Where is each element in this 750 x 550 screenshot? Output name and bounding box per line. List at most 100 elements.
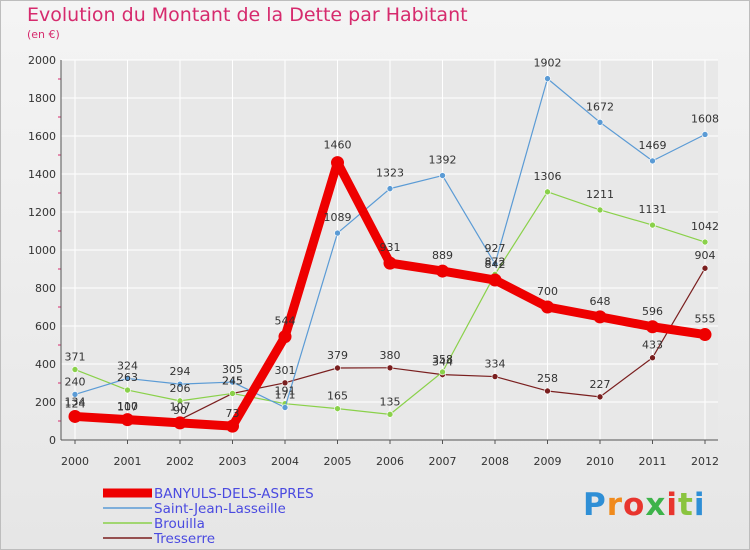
x-tick-label: 2007 [429, 455, 457, 468]
x-tick-label: 2005 [324, 455, 352, 468]
legend-label: Saint-Jean-Lasseille [154, 501, 286, 517]
data-label: 245 [222, 374, 243, 387]
data-point [334, 364, 341, 372]
data-label: 324 [117, 359, 138, 372]
y-tick-label: 600 [35, 320, 56, 333]
x-tick-label: 2008 [481, 455, 509, 468]
data-label: 931 [380, 241, 401, 254]
data-label: 344 [432, 356, 453, 369]
data-label: 433 [642, 339, 663, 352]
data-label: 544 [275, 315, 296, 328]
data-point [121, 413, 134, 427]
data-label: 191 [275, 385, 296, 398]
data-point [71, 391, 79, 398]
data-point [596, 393, 604, 401]
data-label: 171 [275, 389, 296, 402]
data-point [229, 378, 236, 386]
data-label: 135 [380, 395, 401, 408]
data-label: 927 [485, 242, 506, 255]
data-label: 165 [327, 390, 348, 403]
chart-subtitle: (en €) [27, 28, 60, 41]
data-label: 1211 [586, 188, 614, 201]
brand-letter: i [666, 487, 678, 523]
y-tick-label: 1400 [28, 168, 56, 181]
data-label: 258 [537, 372, 558, 385]
x-tick-label: 2004 [271, 455, 299, 468]
data-point [649, 354, 656, 362]
data-label: 73 [226, 407, 240, 420]
data-label: 206 [170, 382, 191, 395]
data-label: 107 [117, 401, 138, 414]
data-label: 294 [170, 365, 191, 378]
data-point [541, 300, 554, 314]
data-point [281, 404, 289, 411]
data-label: 124 [65, 397, 86, 410]
data-point [68, 409, 82, 423]
data-label: 110 [117, 400, 138, 413]
data-label: 245 [222, 374, 243, 387]
data-label: 358 [432, 353, 453, 366]
data-label: 872 [485, 255, 506, 268]
data-point [488, 273, 502, 287]
data-point [176, 397, 184, 405]
proxiti-logo: Proxiti [583, 487, 705, 523]
data-label: 134 [65, 396, 86, 409]
data-label: 227 [590, 378, 611, 391]
data-label: 301 [275, 364, 296, 377]
x-tick-label: 2003 [219, 455, 247, 468]
data-label: 1460 [324, 139, 352, 152]
x-tick-label: 2012 [691, 455, 719, 468]
data-point [491, 373, 499, 380]
data-point [649, 157, 656, 165]
y-tick-label: 1200 [28, 206, 56, 219]
data-label: 596 [642, 305, 663, 318]
y-tick-label: 1000 [28, 244, 56, 257]
data-label: 305 [222, 363, 243, 376]
y-tick-label: 200 [35, 396, 56, 409]
y-tick-label: 1800 [28, 92, 56, 105]
y-tick-label: 800 [35, 282, 56, 295]
data-point [334, 229, 341, 237]
data-point [544, 188, 551, 196]
data-point [698, 328, 712, 342]
x-tick-label: 2002 [166, 455, 194, 468]
data-point [226, 419, 239, 433]
brand-letter: r [606, 487, 624, 523]
legend-label: Tresserre [153, 531, 215, 547]
data-point [331, 156, 344, 170]
data-label: 904 [695, 249, 716, 262]
data-label: 371 [65, 351, 86, 364]
data-label: 1902 [534, 57, 562, 70]
data-label: 1131 [639, 203, 667, 216]
data-point [596, 119, 604, 126]
data-point [386, 411, 394, 418]
data-label: 107 [170, 401, 191, 414]
legend-label: Brouilla [154, 516, 205, 532]
data-label: 889 [432, 249, 453, 262]
brand-letter: i [693, 487, 706, 523]
x-tick-label: 2010 [586, 455, 614, 468]
data-point [173, 416, 187, 430]
brand-letter: o [623, 487, 646, 523]
data-point [439, 368, 446, 376]
data-label: 379 [327, 349, 348, 362]
y-tick-label: 2000 [28, 54, 56, 67]
data-point [386, 364, 394, 372]
data-point [176, 380, 184, 388]
data-point [436, 264, 449, 278]
data-point [334, 405, 341, 412]
data-point [544, 387, 551, 395]
data-label: 1042 [691, 220, 719, 233]
data-label: 1089 [324, 211, 352, 224]
data-label: 1306 [534, 170, 562, 183]
data-point [596, 206, 604, 214]
data-label: 240 [65, 375, 86, 388]
data-point [281, 379, 289, 387]
x-tick-label: 2006 [376, 455, 404, 468]
data-label: 1323 [376, 167, 404, 180]
y-tick-label: 400 [35, 358, 56, 371]
data-point [544, 75, 551, 82]
data-point [71, 366, 79, 373]
data-point [701, 131, 709, 138]
